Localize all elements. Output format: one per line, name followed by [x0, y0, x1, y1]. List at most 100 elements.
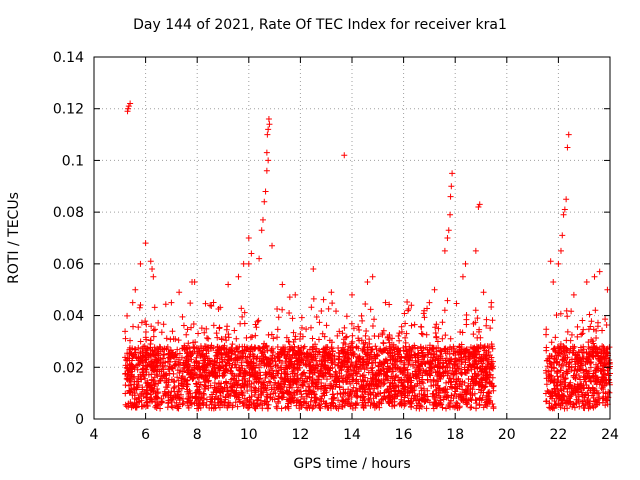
data-point	[459, 329, 466, 336]
data-point	[420, 310, 427, 317]
data-point	[298, 403, 305, 410]
data-point	[207, 358, 214, 365]
data-point	[232, 361, 239, 368]
data-point	[402, 334, 409, 341]
data-point	[347, 344, 354, 351]
data-point	[557, 373, 564, 380]
data-point	[380, 339, 387, 346]
data-point	[362, 332, 369, 339]
data-point	[455, 349, 462, 356]
data-point	[563, 345, 570, 352]
data-point	[203, 335, 210, 342]
data-point	[544, 387, 551, 394]
data-point	[378, 360, 385, 367]
data-point	[312, 355, 319, 362]
data-point	[140, 362, 147, 369]
data-point	[196, 400, 203, 407]
data-point	[449, 384, 456, 391]
data-point	[158, 373, 165, 380]
data-point	[231, 327, 238, 334]
data-point	[125, 372, 132, 379]
data-point	[244, 377, 251, 384]
data-point	[577, 344, 584, 351]
data-point	[256, 345, 263, 352]
data-point	[301, 377, 308, 384]
data-point	[345, 357, 352, 364]
data-point	[143, 394, 150, 401]
data-point	[151, 326, 158, 333]
data-point	[236, 370, 243, 377]
data-point	[466, 389, 473, 396]
data-point	[483, 322, 490, 329]
data-point	[170, 335, 177, 342]
data-point	[277, 364, 284, 371]
y-tick-label: 0.08	[53, 205, 84, 221]
data-point	[375, 362, 382, 369]
data-point	[485, 389, 492, 396]
data-point	[434, 357, 441, 364]
data-point	[166, 363, 173, 370]
data-point	[241, 309, 248, 316]
data-point	[290, 376, 297, 383]
data-point	[279, 281, 286, 288]
data-point	[143, 363, 150, 370]
data-point	[213, 349, 220, 356]
data-point	[253, 324, 260, 331]
data-point	[156, 343, 163, 350]
data-point	[159, 398, 166, 405]
data-point	[148, 376, 155, 383]
data-point	[583, 382, 590, 389]
data-point	[381, 380, 388, 387]
data-point	[313, 314, 320, 321]
x-tick-label: 14	[343, 427, 361, 443]
data-point	[401, 397, 408, 404]
data-point	[247, 334, 254, 341]
data-point	[445, 227, 452, 234]
data-point	[586, 311, 593, 318]
data-point	[573, 399, 580, 406]
data-point	[340, 349, 347, 356]
data-point	[568, 364, 575, 371]
data-point	[367, 385, 374, 392]
data-point	[543, 331, 550, 338]
chart-title: Day 144 of 2021, Rate Of TEC Index for r…	[133, 17, 507, 33]
data-point	[548, 367, 555, 374]
data-point	[255, 317, 262, 324]
data-point	[596, 345, 603, 352]
data-point	[142, 318, 149, 325]
data-point	[206, 404, 213, 411]
data-point	[318, 308, 325, 315]
data-point	[410, 363, 417, 370]
data-point	[389, 349, 396, 356]
data-point	[565, 383, 572, 390]
data-point	[133, 378, 140, 385]
data-point	[462, 353, 469, 360]
data-point	[201, 329, 208, 336]
data-point	[603, 321, 610, 328]
data-point	[403, 330, 410, 337]
data-point	[448, 397, 455, 404]
data-point	[366, 397, 373, 403]
data-point	[174, 374, 181, 381]
data-point	[294, 396, 301, 403]
data-point	[426, 346, 433, 353]
data-point	[421, 352, 428, 359]
data-point	[593, 387, 600, 394]
data-point	[277, 385, 284, 392]
data-point	[253, 378, 260, 385]
data-point	[141, 375, 148, 382]
data-point	[430, 350, 437, 357]
data-point	[347, 389, 354, 396]
data-point	[405, 306, 412, 313]
data-point	[578, 389, 585, 396]
data-point	[315, 380, 322, 387]
data-point	[132, 346, 139, 353]
data-point	[264, 391, 271, 398]
data-point	[587, 364, 594, 371]
data-point	[404, 379, 411, 386]
data-point	[566, 349, 573, 356]
data-point	[290, 329, 297, 336]
data-point	[177, 367, 184, 374]
data-point	[356, 355, 363, 362]
data-point	[286, 294, 293, 301]
